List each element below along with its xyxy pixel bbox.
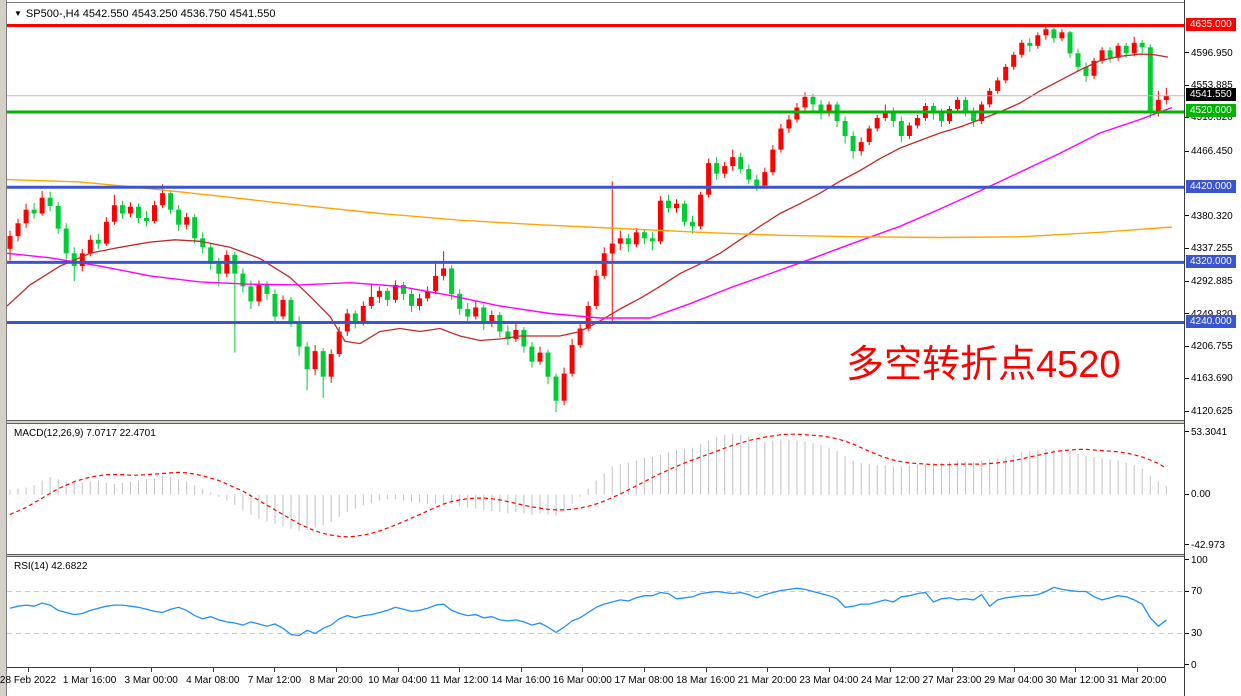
time-tick-mark: [1075, 668, 1077, 672]
price-tick-label: 4206.755: [1185, 341, 1233, 352]
price-tick-label: 4510.820: [1185, 112, 1233, 123]
time-tick-label: 14 Mar 16:00: [491, 675, 551, 686]
time-tick-mark: [520, 668, 522, 672]
time-tick-label: 3 Mar 00:00: [124, 675, 178, 686]
rsi-pane[interactable]: RSI(14) 42.6822: [7, 557, 1184, 667]
time-tick-mark: [459, 668, 461, 672]
ma-magenta[interactable]: [7, 106, 1173, 319]
chart-column: ▼ SP500-,H4 4542.550 4543.250 4536.750 45…: [0, 0, 1184, 696]
rsi-chart[interactable]: [7, 557, 1184, 667]
time-tick-label: 24 Mar 12:00: [860, 675, 920, 686]
time-tick-mark: [151, 668, 153, 672]
time-tick-label: 18 Mar 16:00: [676, 675, 736, 686]
rsi-axis-label: 100: [1185, 555, 1208, 566]
time-tick-mark: [644, 668, 645, 672]
time-tick-label: 8 Mar 20:00: [309, 675, 363, 686]
time-tick-mark: [274, 668, 276, 672]
time-tick-label: 28 Feb 2022: [0, 675, 57, 686]
time-tick-mark: [1013, 668, 1015, 672]
time-tick-label: 1 Mar 16:00: [62, 675, 117, 686]
ma-orange[interactable]: [7, 178, 1173, 239]
chart-annotation-text[interactable]: 多空转折点4520: [846, 344, 1121, 386]
price-tick-label: 4596.950: [1185, 48, 1233, 59]
ma-red[interactable]: [7, 53, 1169, 345]
price-line-label: 4541.550: [1186, 88, 1236, 102]
candlestick-chart[interactable]: [7, 3, 1184, 420]
price-line-label: 4420.000: [1186, 179, 1236, 193]
time-tick-label: 29 Mar 04:00: [984, 675, 1044, 686]
symbol-dropdown-icon[interactable]: ▼: [14, 9, 22, 18]
rsi-axis-label: 70: [1185, 586, 1202, 597]
price-tick-label: 4249.820: [1185, 309, 1233, 320]
macd-pane[interactable]: MACD(12,26,9) 7.0717 22.4701: [7, 424, 1184, 554]
chart-title: ▼ SP500-,H4 4542.550 4543.250 4536.750 45…: [14, 8, 275, 20]
rsi-axis-label: 0: [1185, 660, 1197, 671]
time-tick-mark: [1136, 668, 1138, 672]
time-tick-mark: [336, 668, 337, 672]
macd-label: MACD(12,26,9) 7.0717 22.4701: [14, 428, 156, 439]
macd-axis-label: -42.973: [1185, 540, 1225, 551]
time-tick-label: 23 Mar 04:00: [799, 675, 859, 686]
time-tick-mark: [767, 668, 769, 672]
time-tick-label: 16 Mar 00:00: [552, 675, 612, 686]
rsi-label: RSI(14) 42.6822: [14, 561, 88, 572]
time-tick-mark: [212, 668, 214, 672]
time-tick-mark: [28, 668, 29, 672]
time-tick-label: 31 Mar 20:00: [1107, 675, 1167, 686]
price-tick-label: 4337.255: [1185, 243, 1233, 254]
time-tick-label: 10 Mar 04:00: [368, 675, 428, 686]
time-tick-mark: [890, 668, 892, 672]
time-tick-mark: [397, 668, 399, 672]
price-tick-label: 4380.320: [1185, 211, 1233, 222]
rsi-axis-label: 30: [1185, 628, 1202, 639]
price-line-label: 4520.000: [1186, 104, 1236, 118]
time-tick-label: 7 Mar 12:00: [247, 675, 302, 686]
pane-separator[interactable]: [7, 554, 1184, 557]
time-tick-label: 17 Mar 08:00: [614, 675, 674, 686]
time-tick-label: 4 Mar 08:00: [186, 675, 240, 686]
time-tick-label: 30 Mar 12:00: [1045, 675, 1105, 686]
macd-axis-label: 0.00: [1185, 489, 1210, 500]
price-tick-label: 4292.885: [1185, 276, 1233, 287]
time-tick-mark: [582, 668, 584, 672]
time-axis[interactable]: 28 Feb 2022 1 Mar 16:00 3 Mar 00:00 4 Mar 0…: [0, 667, 1184, 696]
macd-chart[interactable]: [7, 424, 1184, 554]
time-tick-label: 27 Mar 23:00: [922, 675, 982, 686]
symbol-ohlc-text: SP500-,H4 4542.550 4543.250 4536.750 454…: [25, 8, 276, 20]
price-line-label: 4320.000: [1186, 254, 1236, 268]
pane-separator[interactable]: [7, 420, 1184, 424]
time-tick-label: 11 Mar 12:00: [430, 675, 489, 686]
window-frame-left: [0, 0, 7, 696]
time-tick-mark: [89, 668, 91, 672]
time-tick-mark: [952, 668, 953, 672]
price-tick-label: 4120.625: [1185, 406, 1233, 417]
price-axis[interactable]: 4596.950 4553.885 4510.820 4466.450 4380.320…: [1184, 0, 1241, 696]
price-line-label: 4240.000: [1186, 315, 1236, 328]
time-tick-label: 21 Mar 20:00: [737, 675, 797, 686]
macd-axis-label: 53.3041: [1185, 427, 1227, 438]
time-tick-mark: [705, 668, 707, 672]
price-line-label: 4635.000: [1186, 18, 1236, 31]
main-chart-pane[interactable]: ▼ SP500-,H4 4542.550 4543.250 4536.750 45…: [7, 2, 1184, 420]
price-tick-label: 4553.885: [1185, 80, 1233, 91]
price-tick-label: 4466.450: [1185, 146, 1233, 157]
time-tick-mark: [828, 668, 830, 672]
price-tick-label: 4163.690: [1185, 373, 1233, 384]
